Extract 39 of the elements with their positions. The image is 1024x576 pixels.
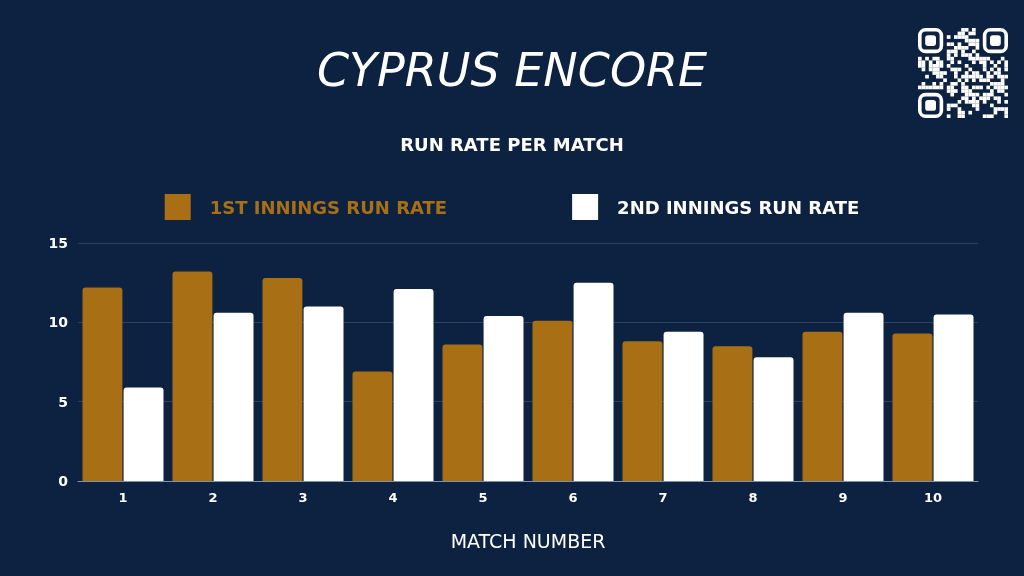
bar [933, 314, 974, 481]
x-tick-label: 3 [298, 490, 308, 505]
x-tick-label: 1 [118, 490, 128, 505]
x-tick-label: 5 [478, 490, 488, 505]
bar [622, 341, 663, 481]
bar [303, 306, 344, 481]
chart-subtitle: RUN RATE PER MATCH [400, 133, 624, 155]
x-axis-title: MATCH NUMBER [450, 529, 606, 552]
bar [573, 282, 614, 481]
bar [663, 331, 704, 481]
y-tick-label: 0 [58, 473, 69, 489]
bar [712, 346, 753, 481]
bar [172, 271, 213, 481]
y-tick-label: 5 [58, 393, 68, 410]
chart-title: CYPRUS ENCORE [316, 43, 708, 97]
x-tick-label: 6 [568, 490, 578, 505]
x-tick-label: 4 [388, 490, 398, 505]
bar [442, 344, 483, 481]
bar [262, 277, 303, 481]
bar [213, 312, 254, 481]
bar [802, 331, 843, 481]
bar [393, 289, 434, 481]
bar [532, 320, 573, 481]
x-tick-label: 2 [208, 490, 218, 505]
bar [82, 287, 123, 481]
legend-label: 1ST INNINGS RUN RATE [209, 196, 448, 218]
legend-label: 2ND INNINGS RUN RATE [617, 196, 860, 218]
bar [843, 312, 884, 481]
x-tick-label: 7 [658, 490, 668, 505]
y-tick-label: 15 [48, 235, 68, 251]
bar [352, 371, 393, 481]
x-tick-label: 9 [838, 490, 848, 505]
bar [892, 333, 933, 481]
bar [483, 315, 524, 481]
bar [123, 387, 164, 481]
bar [753, 357, 794, 481]
y-tick-label: 10 [48, 314, 69, 331]
x-tick-label: 8 [748, 490, 758, 505]
x-tick-label: 10 [923, 490, 943, 505]
